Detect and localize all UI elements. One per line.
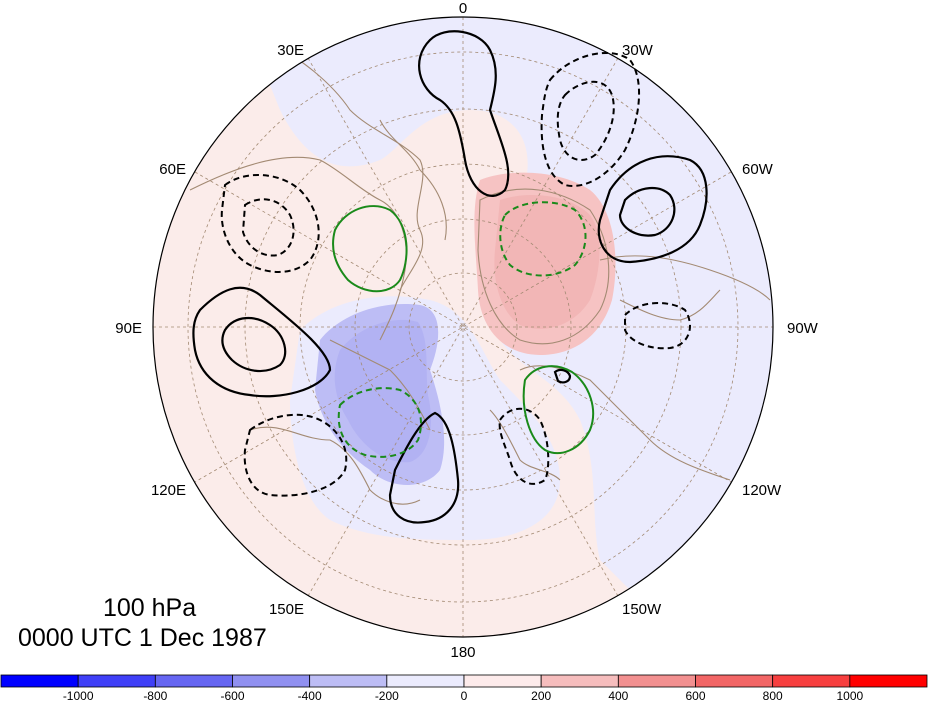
meridian-60w-120e: [194, 171, 732, 483]
lon-label-90w: 90W: [787, 320, 819, 337]
contour-pos-west-outer: [192, 286, 332, 398]
colorbar-box: [386, 674, 465, 688]
shaded-field: [153, 17, 773, 637]
coast-scandinavia: [379, 119, 447, 241]
colorbar-box: [154, 674, 233, 688]
contour-neg-east: [624, 302, 691, 350]
lon-label-60e: 60E: [159, 161, 186, 178]
coast-canada: [599, 255, 771, 301]
pressure-level-label: 100 hPa: [103, 594, 197, 622]
colorbar-tick-label: -200: [375, 689, 399, 702]
lon-label-120e: 120E: [151, 482, 186, 499]
timestamp-label: 0000 UTC 1 Dec 1987: [18, 624, 267, 652]
colorbar-tick-label: 0: [461, 689, 468, 702]
lon-label-30e: 30E: [277, 42, 304, 59]
contour-pos-south: [388, 411, 460, 524]
lon-label-30w: 30W: [622, 42, 654, 59]
colorbar-tick-label: 1000: [836, 689, 863, 702]
lon-label-90e: 90E: [115, 320, 142, 337]
green-contours: [332, 201, 595, 458]
colorbar-box: [309, 674, 388, 688]
coast-europe: [269, 39, 424, 291]
colorbar-tick-label: -600: [220, 689, 244, 702]
lon-label-150w: 150W: [622, 601, 662, 618]
colorbar-tick-label: -800: [143, 689, 167, 702]
colorbar-tick-label: -400: [298, 689, 322, 702]
colorbar-box: [540, 674, 619, 688]
lon-label-120w: 120W: [742, 482, 782, 499]
contour-green-nw: [332, 205, 408, 293]
coast-alaska: [489, 409, 561, 481]
colorbar-ticks: -1000 -800 -600 -400 -200 0 200 400 600 800 1000: [63, 689, 864, 702]
lon-label-150e: 150E: [269, 601, 304, 618]
colorbar-box: [695, 674, 774, 688]
contour-pos-west-inner: [221, 317, 287, 373]
colorbar: -1000 -800 -600 -400 -200 0 200 400 600 800 1000: [0, 674, 928, 702]
contour-neg-ne-inner: [556, 80, 615, 161]
colorbar-box: [772, 674, 851, 688]
shade-pink-inner: [494, 195, 600, 329]
longitude-labels: 0 30W 60W 90W 120W 150W 180 150E 120E 90…: [115, 0, 818, 661]
colorbar-tick-label: 200: [531, 689, 551, 702]
colorbar-box: [849, 674, 928, 688]
meridian-30-150: [307, 57, 619, 597]
contour-pos-east-outer: [597, 155, 708, 264]
colorbar-box: [617, 674, 696, 688]
lat-circle-70: [354, 218, 572, 436]
coast-greenland: [477, 188, 610, 345]
meridian-30w-150e: [307, 57, 619, 597]
contour-pos-north: [418, 30, 510, 197]
lat-circle-80: [408, 272, 518, 382]
graticule: [153, 17, 773, 637]
lon-label-0: 0: [459, 0, 467, 17]
colorbar-tick-label: 400: [608, 689, 628, 702]
polar-map: 0 30W 60W 90W 120W 150W 180 150E 120E 90…: [115, 0, 818, 661]
colorbar-tick-label: 600: [685, 689, 705, 702]
coast-north-america: [519, 365, 731, 481]
colorbar-box: [77, 674, 156, 688]
coastlines: [189, 39, 771, 505]
contour-green-south-dashed: [337, 387, 422, 458]
contour-neg-ne-outer: [540, 51, 641, 187]
colorbar-tick-label: -1000: [63, 689, 94, 702]
shade-blue-inner: [334, 319, 431, 463]
coast-asia-east: [249, 426, 421, 505]
contour-pos-east-inner: [618, 187, 676, 237]
map-border: [152, 16, 774, 638]
colorbar-box: [0, 674, 79, 688]
lon-label-60w: 60W: [742, 161, 774, 178]
colorbar-box: [463, 674, 542, 688]
coast-asia-north: [189, 156, 407, 341]
contour-neg-sw: [243, 413, 348, 497]
lon-label-180: 180: [450, 644, 475, 661]
meridian-60-120: [194, 171, 732, 483]
contour-green-se: [522, 365, 595, 455]
colorbar-boxes: [0, 674, 928, 688]
positive-contours: [192, 30, 708, 524]
contour-green-center-dashed: [499, 201, 587, 277]
coast-siberia: [329, 339, 431, 431]
colorbar-box: [232, 674, 311, 688]
contour-pos-small: [553, 368, 572, 384]
colorbar-tick-label: 800: [763, 689, 783, 702]
negative-contours: [220, 51, 691, 497]
contour-neg-nw-outer: [220, 174, 320, 273]
contour-neg-south: [498, 407, 550, 485]
